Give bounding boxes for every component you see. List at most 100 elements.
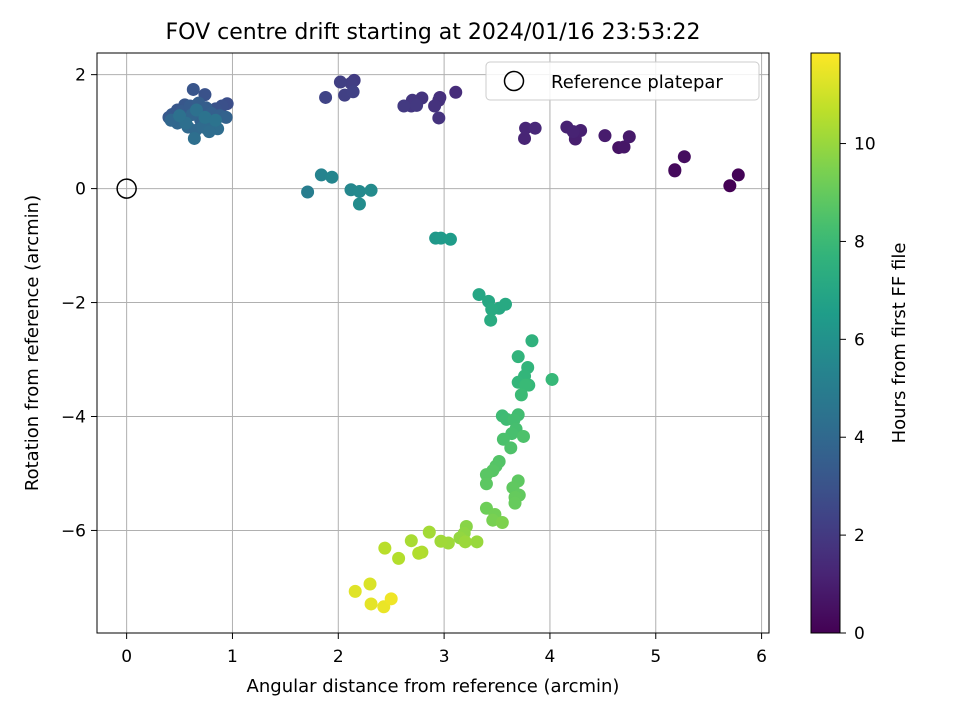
data-point [668, 164, 682, 178]
data-point [525, 334, 539, 348]
reference-platepar-point [116, 178, 137, 199]
x-axis-label: Angular distance from reference (arcmin) [247, 676, 620, 697]
data-point [319, 90, 333, 104]
data-point [677, 150, 691, 164]
data-point [187, 131, 201, 145]
data-point [219, 110, 233, 124]
data-point [458, 535, 472, 549]
data-point [518, 131, 532, 145]
data-point [617, 140, 631, 154]
data-point [352, 184, 366, 198]
data-point [622, 130, 636, 144]
grid [97, 53, 769, 633]
data-point [519, 378, 533, 392]
x-axis-ticks: 0 1 2 3 4 5 6 [121, 633, 767, 667]
data-point [209, 113, 223, 127]
x-tick-label: 0 [121, 647, 132, 667]
data-point [325, 170, 339, 184]
data-point [434, 534, 448, 548]
x-tick-label: 2 [333, 647, 344, 667]
data-point [346, 85, 360, 99]
x-tick-label: 6 [756, 647, 767, 667]
data-point [566, 125, 580, 139]
data-point [422, 525, 436, 539]
data-point [731, 168, 745, 182]
x-tick-label: 5 [650, 647, 661, 667]
x-tick-label: 1 [227, 647, 238, 667]
chart-title: FOV centre drift starting at 2024/01/16 … [166, 20, 701, 45]
x-tick-label: 4 [545, 647, 556, 667]
data-point [173, 109, 187, 123]
data-point [352, 197, 366, 211]
data-point [511, 350, 525, 364]
data-point [598, 129, 612, 143]
legend-reference-marker [503, 70, 525, 92]
colorbar-tick-label: 4 [854, 428, 865, 448]
data-point [723, 179, 737, 193]
data-point [508, 496, 522, 510]
data-point [364, 183, 378, 197]
data-point [496, 432, 510, 446]
colorbar [810, 52, 841, 634]
data-point [314, 168, 328, 182]
colorbar-tick-label: 6 [854, 330, 865, 350]
data-point [470, 535, 484, 549]
data-point [432, 111, 446, 125]
y-tick-label: −6 [61, 521, 86, 541]
data-point [198, 110, 212, 124]
data-point [397, 99, 411, 113]
x-tick-label: 3 [439, 647, 450, 667]
data-point [528, 121, 542, 135]
plot-frame [96, 52, 770, 634]
data-point [333, 75, 347, 89]
data-point [514, 388, 528, 402]
data-point [434, 231, 448, 245]
data-point [410, 98, 424, 112]
data-point [472, 288, 486, 302]
y-tick-label: −4 [61, 407, 86, 427]
data-point [392, 551, 406, 565]
data-point [519, 121, 533, 135]
legend: Reference platepar [485, 61, 760, 101]
data-point [495, 515, 509, 529]
data-point [428, 99, 442, 113]
data-point [484, 313, 498, 327]
colorbar-tick-label: 8 [854, 232, 865, 252]
colorbar-tick-label: 0 [854, 624, 865, 644]
data-point [545, 372, 559, 386]
reference-marker [116, 178, 137, 199]
data-point [202, 125, 216, 139]
data-point [378, 541, 392, 555]
data-point [404, 534, 418, 548]
y-tick-label: 0 [75, 180, 86, 200]
colorbar-label: Hours from first FF file [889, 243, 910, 444]
data-point [516, 429, 530, 443]
data-point [301, 185, 315, 199]
scatter-points [162, 73, 745, 614]
data-point [364, 597, 378, 611]
y-tick-label: 2 [75, 66, 86, 86]
data-point [449, 85, 463, 99]
y-tick-label: −2 [61, 294, 86, 314]
data-point [189, 103, 203, 117]
data-point [186, 82, 200, 96]
legend-box [485, 61, 760, 101]
data-point [479, 477, 493, 491]
data-point [443, 232, 457, 246]
data-point [363, 577, 377, 591]
y-axis-ticks: −6 −4 −2 0 2 [61, 66, 97, 541]
colorbar-tick-label: 10 [854, 135, 876, 155]
colorbar-tick-label: 2 [854, 526, 865, 546]
data-point [504, 441, 518, 455]
data-point [384, 592, 398, 606]
colorbar-ticks: 0 2 4 6 8 10 [840, 135, 876, 644]
legend-entry-reference: Reference platepar [551, 72, 723, 93]
y-axis-label: Rotation from reference (arcmin) [22, 195, 43, 491]
data-point [485, 302, 499, 316]
data-point [479, 468, 493, 482]
data-point [498, 297, 512, 311]
data-point [348, 584, 362, 598]
data-point [412, 546, 426, 560]
